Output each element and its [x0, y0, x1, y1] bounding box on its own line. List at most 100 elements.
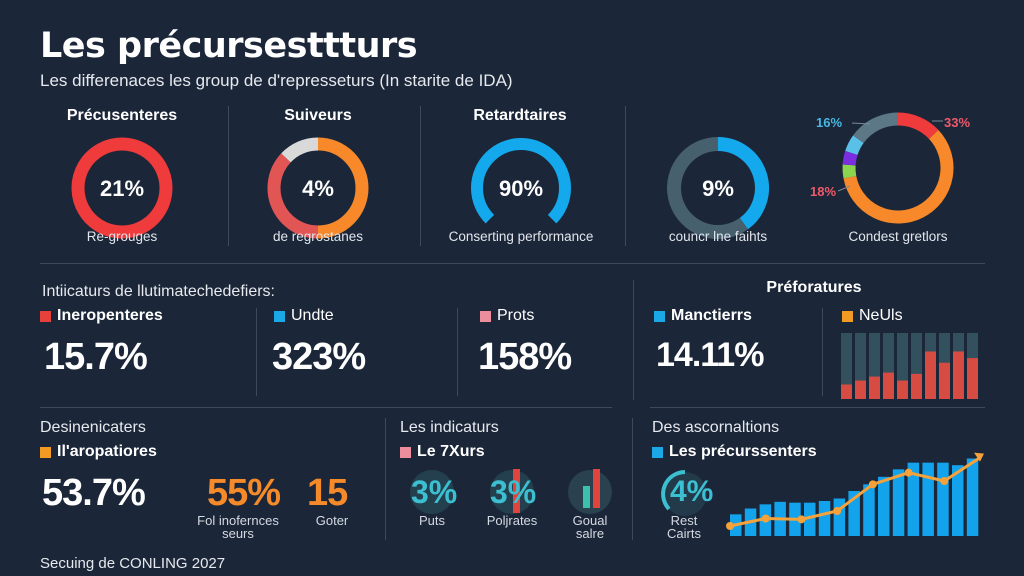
donut-slice — [853, 112, 899, 144]
bar-mark — [513, 469, 520, 513]
bar — [869, 376, 880, 399]
chart-label: NeUls — [842, 307, 903, 325]
bar-background — [869, 333, 880, 399]
page-subtitle: Les differenaces les group de d'represse… — [40, 71, 513, 90]
donut-value: 21% — [100, 176, 144, 201]
indicator-icons — [410, 469, 612, 514]
gauge-label: Rest Cairts — [667, 513, 701, 541]
metric-value: 14.11% — [656, 336, 764, 374]
indicator-label: Puts — [418, 513, 446, 528]
slice-label: 16% — [816, 115, 843, 130]
trend-point — [726, 522, 734, 530]
donut-slice — [845, 135, 864, 156]
divider — [632, 418, 633, 540]
legend-swatch — [654, 310, 665, 322]
trend-point — [761, 514, 770, 523]
bar — [966, 458, 979, 536]
legend-swatch — [40, 446, 51, 458]
leader-line — [837, 185, 851, 192]
bar-background — [883, 333, 894, 399]
donut-value: 4% — [302, 176, 334, 201]
donut-value: 9% — [702, 176, 734, 201]
bar — [804, 502, 816, 536]
legend-swatch — [480, 310, 491, 322]
indicator-label: Poljrates — [486, 513, 538, 528]
bar — [818, 501, 831, 536]
bar-background — [911, 333, 922, 399]
trend-point — [904, 468, 913, 477]
divider — [420, 106, 421, 246]
metric-label: Manctierrs — [654, 307, 752, 325]
slice-label: 33% — [944, 115, 971, 130]
footer-text: Secuing de CONLING 2027 — [40, 555, 226, 572]
bar-mark — [593, 469, 600, 508]
bar — [892, 469, 905, 536]
donut-heading: Suiveurs — [284, 107, 352, 124]
donut-value: 90% — [499, 176, 543, 201]
bar-background — [855, 333, 866, 399]
donut-slice — [71, 137, 173, 239]
donut-caption: de regrostanes — [272, 229, 364, 244]
indicator-label: Goual salre — [572, 513, 608, 541]
donut-slice — [842, 164, 857, 179]
bar — [939, 362, 950, 399]
metric-label: Il'aropatiores — [40, 443, 157, 461]
indicator-label: Undte — [274, 307, 334, 325]
indicator-label: Prots — [480, 307, 534, 325]
stat-value: 15 — [307, 472, 348, 514]
donut-caption: Re-grouges — [86, 229, 158, 244]
gauge-value: 4% — [670, 475, 714, 508]
bar — [848, 491, 860, 536]
donut-slice — [281, 137, 319, 163]
bar — [967, 358, 978, 399]
donut-heading: Précusenteres — [66, 107, 178, 124]
divider — [40, 263, 985, 264]
bar — [922, 462, 934, 536]
bar — [911, 373, 922, 399]
bar — [937, 462, 949, 536]
divider — [256, 308, 257, 396]
bar — [953, 351, 964, 399]
donut-slice — [317, 137, 369, 239]
donut-slice — [842, 150, 858, 166]
indicator-value: 158% — [478, 336, 572, 378]
bar — [855, 380, 866, 399]
donut-slice — [667, 137, 748, 239]
bar-background — [897, 333, 908, 399]
bar — [833, 498, 846, 536]
legend-swatch — [842, 310, 853, 322]
donut-slice — [843, 130, 954, 224]
section-title: Les indicaturs — [400, 419, 499, 436]
bar — [883, 372, 894, 399]
bar — [878, 476, 890, 536]
legend-swatch — [400, 446, 411, 458]
stat-label: Fol inofernces seurs — [197, 513, 279, 541]
donut-slice — [717, 137, 769, 230]
bar — [897, 380, 908, 399]
indicator-value: 15.7% — [44, 336, 148, 378]
legend-swatch — [274, 310, 285, 322]
donut-caption: Conserting performance — [448, 229, 594, 244]
indicator-label: Ineropenteres — [40, 307, 163, 325]
bar-line-chart — [726, 452, 984, 536]
section-title: Intiicaturs de llutimatechedefiers: — [42, 283, 275, 300]
bar — [925, 351, 936, 399]
donut-slice — [897, 112, 939, 140]
stacked-bar-chart — [841, 333, 978, 399]
divider — [457, 308, 458, 396]
trend-point — [940, 477, 949, 485]
bar — [907, 462, 920, 536]
divider — [650, 407, 985, 408]
indicator-value: 323% — [272, 336, 366, 378]
legend-swatch — [40, 310, 51, 322]
metric-label: Le 7Xurs — [400, 443, 485, 461]
bar — [952, 465, 964, 536]
bar — [863, 484, 875, 536]
leader-line — [851, 122, 871, 125]
bar-mark — [583, 486, 590, 508]
stat-value: 55% — [207, 472, 281, 514]
stat-label: Goter — [315, 513, 349, 528]
circle-badge — [490, 470, 534, 514]
divider — [625, 106, 626, 246]
circle-badge — [410, 470, 454, 514]
